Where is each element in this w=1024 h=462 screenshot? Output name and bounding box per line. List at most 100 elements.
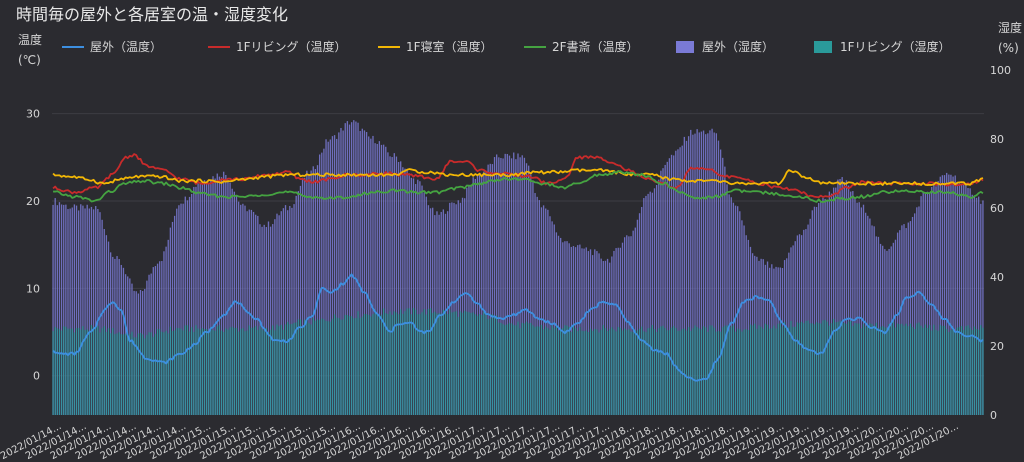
humidity-bar — [658, 328, 660, 415]
humidity-bar — [84, 208, 86, 415]
humidity-bar — [907, 222, 909, 415]
humidity-bar — [316, 165, 319, 415]
humidity-bar — [504, 325, 506, 415]
humidity-bar — [472, 312, 474, 415]
y-left-tick-label: 30 — [26, 108, 40, 121]
humidity-bar — [508, 322, 511, 415]
humidity-bar — [289, 324, 291, 415]
humidity-bar — [933, 324, 935, 415]
humidity-bar — [406, 170, 408, 415]
y-left-tick-label: 20 — [26, 195, 40, 208]
humidity-bar — [600, 329, 602, 415]
humidity-bar — [901, 225, 903, 415]
humidity-bar — [807, 320, 809, 415]
humidity-bar — [195, 325, 197, 415]
legend-bar-swatch — [676, 41, 694, 53]
humidity-bar — [899, 324, 901, 415]
humidity-bar — [378, 314, 381, 415]
humidity-bar — [858, 323, 860, 415]
humidity-bar — [135, 337, 137, 415]
humidity-bar — [815, 206, 818, 415]
humidity-bar — [180, 203, 182, 415]
humidity-bar — [97, 209, 99, 415]
humidity-bar — [705, 327, 707, 415]
humidity-bar — [707, 133, 709, 415]
humidity-bar — [502, 324, 504, 415]
humidity-bar — [854, 198, 856, 415]
humidity-bar — [310, 170, 312, 415]
humidity-bar — [291, 323, 293, 415]
humidity-bar — [647, 193, 649, 415]
humidity-bar — [907, 326, 909, 415]
humidity-bar — [156, 329, 159, 415]
humidity-bar — [310, 324, 312, 415]
humidity-bar — [199, 329, 201, 415]
humidity-bar — [476, 315, 479, 415]
humidity-bar — [670, 154, 673, 415]
humidity-bar — [681, 145, 683, 415]
humidity-bar — [743, 225, 745, 415]
humidity-bar — [630, 331, 632, 415]
humidity-bar — [717, 140, 720, 416]
humidity-bar — [474, 314, 476, 415]
humidity-bar — [762, 328, 764, 415]
humidity-bar — [500, 157, 502, 416]
humidity-bar — [711, 128, 713, 416]
humidity-bar — [54, 326, 56, 415]
humidity-bar — [943, 175, 946, 415]
humidity-bar — [613, 329, 615, 415]
humidity-bar — [557, 330, 560, 415]
humidity-bar — [346, 121, 349, 415]
humidity-bar — [287, 321, 289, 415]
humidity-bar — [946, 172, 948, 415]
humidity-bar — [577, 245, 579, 415]
humidity-bar — [510, 323, 513, 415]
humidity-bar — [803, 229, 805, 415]
humidity-bar — [197, 183, 199, 415]
humidity-bar — [90, 325, 93, 415]
humidity-bar — [444, 310, 447, 415]
humidity-bar — [478, 172, 481, 415]
humidity-bar — [664, 328, 666, 415]
humidity-bar — [95, 206, 97, 415]
humidity-bar — [500, 322, 502, 415]
humidity-bar — [747, 239, 749, 415]
humidity-bar — [598, 332, 600, 415]
humidity-bar — [628, 329, 630, 415]
humidity-bar — [299, 185, 302, 415]
humidity-bar — [540, 207, 543, 415]
humidity-bar — [404, 311, 406, 415]
humidity-bar — [481, 175, 483, 415]
bar-layer — [52, 120, 984, 416]
humidity-bar — [517, 321, 519, 415]
humidity-bar — [237, 201, 240, 415]
humidity-bar — [365, 132, 368, 415]
humidity-bar — [741, 331, 743, 415]
humidity-bar — [52, 204, 54, 415]
humidity-bar — [773, 325, 775, 415]
humidity-bar — [634, 330, 636, 415]
humidity-bar — [675, 327, 677, 415]
humidity-bar — [523, 323, 526, 415]
humidity-bar — [745, 235, 747, 415]
humidity-bar — [109, 333, 112, 415]
humidity-bar — [709, 325, 711, 415]
y-left-axis-label: (℃) — [18, 53, 41, 67]
humidity-bar — [95, 325, 97, 415]
humidity-bar — [745, 329, 747, 415]
humidity-bar — [935, 186, 937, 415]
humidity-bar — [389, 311, 391, 415]
humidity-bar — [673, 155, 675, 415]
humidity-bar — [267, 332, 270, 415]
humidity-bar — [133, 337, 135, 415]
humidity-bar — [195, 186, 197, 415]
humidity-bar — [312, 166, 314, 415]
humidity-bar — [82, 205, 84, 415]
humidity-bar — [973, 196, 976, 415]
humidity-bar — [777, 323, 779, 415]
humidity-bar — [65, 326, 67, 415]
humidity-bar — [498, 322, 500, 415]
humidity-bar — [824, 319, 826, 415]
humidity-bar — [461, 197, 464, 415]
humidity-bar — [950, 174, 952, 415]
